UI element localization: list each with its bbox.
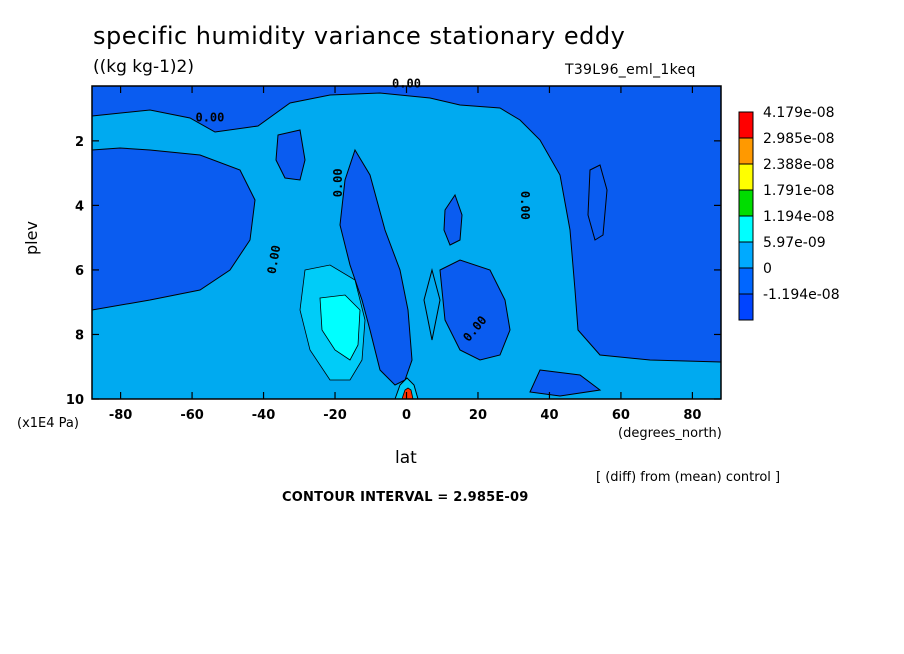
field-negative-island-3 (587, 164, 608, 241)
colorbar: 4.179e-08 2.985e-08 2.388e-08 1.791e-08 1.19… (738, 105, 840, 321)
colorbar-swatch (738, 111, 754, 139)
contour-field (92, 86, 721, 399)
contour-label: 0.00 (392, 77, 421, 91)
run-label: T39L96_eml_1keq (565, 62, 696, 78)
diff-note: [ (diff) from (mean) control ] (596, 470, 781, 485)
field-negative-island-1 (275, 129, 306, 181)
colorbar-swatch (738, 267, 754, 295)
chart-title: specific humidity variance stationary ed… (93, 22, 626, 50)
field-near-zero-region (92, 92, 721, 399)
colorbar-label: 2.388e-08 (763, 157, 835, 173)
colorbar-swatch (738, 163, 754, 191)
colorbar-label: 1.194e-08 (763, 209, 835, 225)
field-negative-tongue-left (339, 148, 413, 386)
colorbar-label: 5.97e-09 (763, 235, 826, 251)
x-tick-label: 80 (683, 408, 701, 423)
field-equator-spike-core (401, 387, 414, 399)
colorbar-swatch (738, 293, 754, 321)
chart-units: ((kg kg-1)2) (93, 57, 194, 77)
contour-interval: CONTOUR INTERVAL = 2.985E-09 (282, 490, 529, 505)
colorbar-swatch (738, 137, 754, 165)
y-tick-label: 10 (66, 393, 84, 408)
colorbar-label: 2.985e-08 (763, 131, 835, 147)
x-tick-label: -80 (109, 408, 133, 423)
y-tick-label: 4 (75, 199, 84, 214)
x-tick-label: -20 (323, 408, 347, 423)
x-tick-label: 20 (469, 408, 487, 423)
x-tick-label: -40 (252, 408, 276, 423)
x-axis-label: lat (395, 448, 417, 468)
field-equator-spike (394, 377, 419, 399)
colorbar-swatch (738, 215, 754, 243)
y-axis-ticks: 2 4 6 8 10 (66, 135, 721, 408)
y-tick-label: 2 (75, 135, 84, 150)
contour-label: 0.00 (264, 244, 283, 275)
field-positive-core (319, 294, 361, 361)
x-tick-label: -60 (180, 408, 204, 423)
colorbar-label: 0 (763, 261, 772, 277)
field-negative-island-2 (443, 193, 463, 246)
colorbar-swatch (738, 241, 754, 269)
x-tick-label: 60 (612, 408, 630, 423)
x-axis-units: (degrees_north) (618, 426, 722, 441)
field-negative-tongue-right (439, 259, 511, 361)
colorbar-label: 4.179e-08 (763, 105, 835, 121)
field-negative-island-4 (529, 369, 602, 397)
x-tick-label: 40 (540, 408, 558, 423)
contour-label: 0.00 (518, 191, 532, 220)
x-axis-ticks: -80 -60 -40 -20 0 20 40 60 80 (109, 86, 701, 423)
colorbar-swatch (738, 189, 754, 217)
contour-label: 0.00 (331, 168, 345, 197)
y-axis-units: (x1E4 Pa) (17, 416, 79, 431)
y-tick-label: 8 (75, 328, 84, 343)
x-tick-label: 0 (402, 408, 411, 423)
colorbar-label: 1.791e-08 (763, 183, 835, 199)
field-lens (423, 268, 441, 341)
contour-label: 0.00 (195, 110, 224, 124)
y-tick-label: 6 (75, 264, 84, 279)
colorbar-label: -1.194e-08 (763, 287, 840, 303)
